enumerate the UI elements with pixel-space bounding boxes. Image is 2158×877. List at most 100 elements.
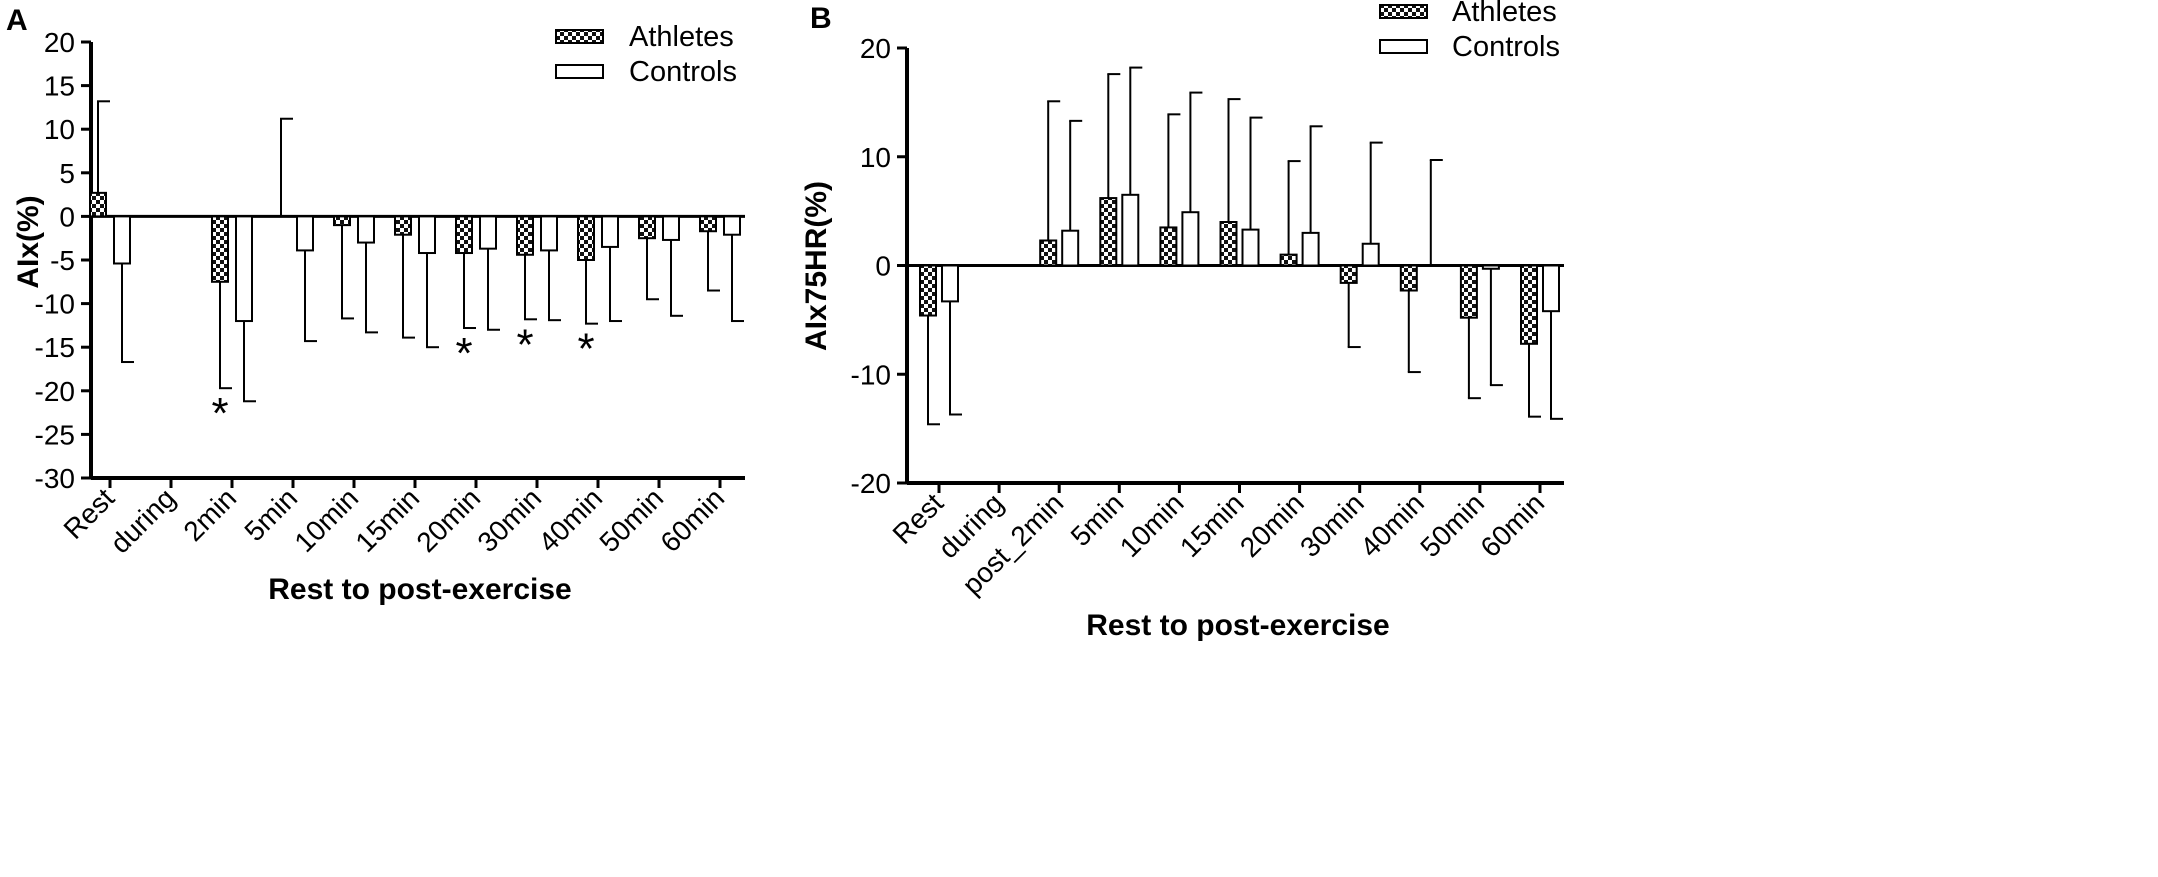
controls-error-bar <box>1369 141 1383 244</box>
controls-bar <box>1361 242 1380 267</box>
controls-bar <box>941 264 959 303</box>
athletes-bar <box>638 215 656 240</box>
controls-error-bar <box>121 263 134 364</box>
x-category-label: 30min <box>471 482 547 558</box>
panel-b: B 20 10 0 -10 -20 Restduringpost_2min5min10m… <box>800 0 1564 642</box>
y-tick-label: -20 <box>35 376 75 407</box>
controls-error-bar <box>304 250 317 343</box>
panel-a-legend: Athletes Controls <box>555 21 737 88</box>
controls-error-bar <box>609 246 622 323</box>
x-category-label: 40min <box>1354 487 1430 563</box>
athletes-bar <box>1219 221 1238 267</box>
athletes-error-bar <box>524 254 537 321</box>
athletes-error-bar <box>646 238 659 301</box>
athletes-bar <box>1520 264 1538 345</box>
legend-athletes-label: Athletes <box>629 21 734 53</box>
athletes-error-bar <box>585 260 598 325</box>
panel-b-y-ticks: 20 10 0 -10 -20 <box>851 33 907 499</box>
legend-athletes-swatch <box>1379 4 1428 19</box>
panel-a-error-bars <box>97 100 744 403</box>
x-category-label: 50min <box>1414 487 1490 563</box>
controls-bar <box>1241 228 1260 267</box>
controls-bar <box>723 215 741 236</box>
athletes-error-bar <box>1107 73 1121 199</box>
athletes-bar <box>1459 264 1478 319</box>
controls-error-bar <box>426 253 439 349</box>
controls-error-bar <box>1489 268 1503 387</box>
controls-error-bar <box>670 239 683 317</box>
controls-error-bar <box>1129 66 1143 195</box>
panel-b-x-categories: Restduringpost_2min5min10min15min20min30… <box>887 483 1550 601</box>
panel-a: A 20 15 10 5 0 -5 -10 -15 -20 -25 -30 Restduring2m… <box>6 4 745 606</box>
controls-bar <box>357 215 375 244</box>
controls-error-bar <box>365 242 378 334</box>
controls-bar <box>235 215 253 323</box>
x-category-label: 15min <box>349 482 425 558</box>
x-category-label: 2min <box>177 482 242 547</box>
significance-marker: * <box>455 329 472 378</box>
athletes-error-bar <box>341 225 354 320</box>
controls-bar <box>1061 229 1080 267</box>
athletes-bar <box>699 215 717 233</box>
panel-a-annotations: * * * * <box>211 320 594 438</box>
controls-error-bar <box>1429 159 1443 266</box>
athletes-error-bar <box>707 231 720 292</box>
x-category-label: 20min <box>410 482 486 558</box>
panel-a-y-ticks: 20 15 10 5 0 -5 -10 -15 -20 -25 -30 <box>35 27 91 494</box>
athletes-bar <box>1399 264 1418 292</box>
legend-controls-swatch <box>555 64 604 79</box>
panel-a-label: A <box>6 4 28 37</box>
x-category-label: 15min <box>1174 487 1250 563</box>
controls-error-bar <box>1309 125 1323 233</box>
athletes-error-bar <box>280 117 293 217</box>
athletes-error-bar <box>1407 290 1421 374</box>
y-tick-label: -20 <box>851 468 891 499</box>
athletes-bar <box>394 215 412 236</box>
athletes-bar <box>1099 197 1118 267</box>
significance-marker: * <box>577 325 594 374</box>
athletes-error-bar <box>219 281 232 390</box>
controls-bar <box>1121 193 1140 267</box>
athletes-error-bar <box>1287 160 1301 255</box>
panel-b-legend: Athletes Controls <box>1379 0 1560 63</box>
athletes-bar <box>89 191 107 218</box>
controls-bar <box>113 215 131 265</box>
panel-a-y-axis-title: AIx(%) <box>12 195 45 288</box>
x-category-label: 30min <box>1294 487 1370 563</box>
athletes-bar <box>577 215 595 261</box>
significance-marker: * <box>516 320 533 369</box>
controls-error-bar <box>1189 91 1203 213</box>
panel-a-x-axis-title: Rest to post-exercise <box>268 573 571 606</box>
athletes-bar <box>211 215 229 283</box>
panel-a-bars <box>89 191 741 323</box>
x-category-label: 60min <box>654 482 730 558</box>
y-tick-label: -10 <box>35 289 75 320</box>
athletes-bar <box>516 215 534 256</box>
controls-error-bar <box>548 250 561 322</box>
x-category-label: 10min <box>288 482 364 558</box>
panel-b-bars <box>919 193 1560 345</box>
athletes-bar <box>455 215 473 255</box>
x-category-label: 10min <box>1114 487 1190 563</box>
athletes-bar <box>1159 226 1178 267</box>
controls-error-bar <box>1069 119 1083 231</box>
controls-bar <box>479 215 497 250</box>
athletes-bar <box>333 215 351 227</box>
panel-b-x-axis-title: Rest to post-exercise <box>1086 609 1389 642</box>
controls-bar <box>601 215 619 248</box>
controls-error-bar <box>1249 116 1263 230</box>
controls-bar <box>540 215 558 252</box>
significance-marker: * <box>211 389 228 438</box>
y-tick-label: 20 <box>44 27 75 58</box>
controls-error-bar <box>1550 311 1563 420</box>
y-tick-label: -10 <box>851 359 891 390</box>
y-tick-label: -25 <box>35 419 75 450</box>
controls-bar <box>662 215 680 241</box>
athletes-error-bar <box>463 253 476 330</box>
x-category-label: during <box>104 482 181 559</box>
y-tick-label: -15 <box>35 332 75 363</box>
y-tick-label: 10 <box>44 114 75 145</box>
athletes-bar <box>1279 253 1298 267</box>
controls-bar <box>1181 211 1200 267</box>
